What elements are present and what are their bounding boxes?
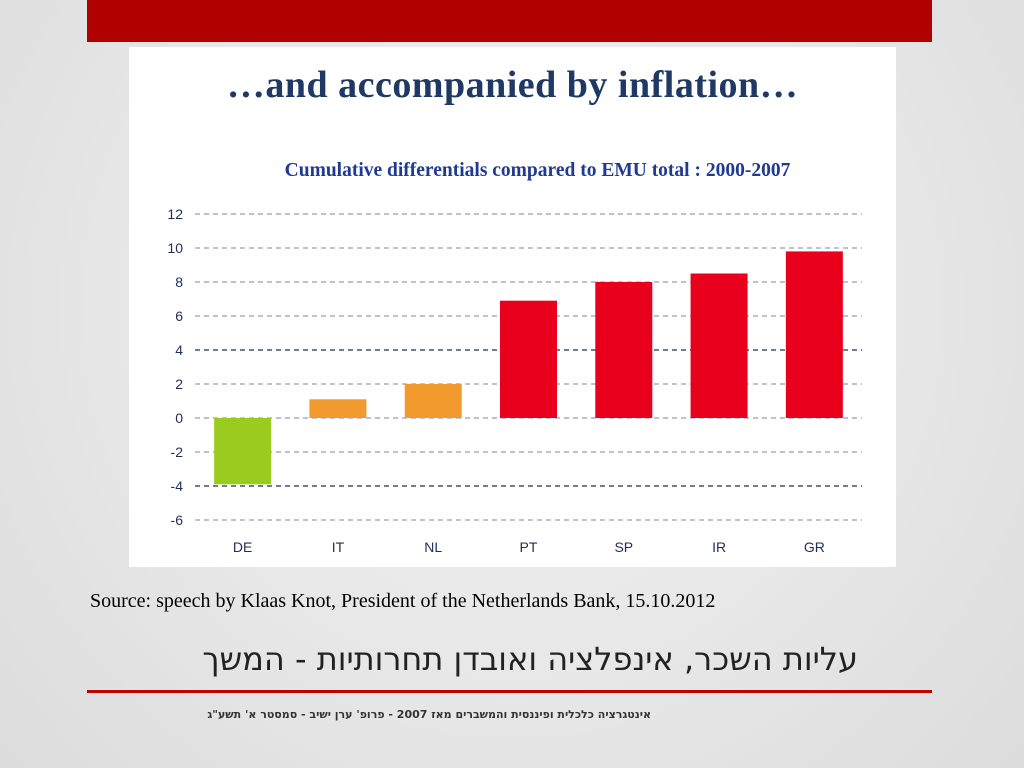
x-tick-label: SP <box>614 539 633 555</box>
y-axis-ticks: 12 10 8 6 4 2 0 -2 -4 -6 <box>167 206 183 528</box>
x-tick-label: NL <box>424 539 442 555</box>
bar-de <box>214 418 272 485</box>
bar-gr <box>785 251 843 418</box>
chart-panel: …and accompanied by inflation… Cumulativ… <box>129 47 896 567</box>
y-tick-label: 0 <box>175 410 183 426</box>
bars <box>214 251 843 485</box>
x-axis-ticks: DE IT NL PT SP IR GR <box>233 539 825 555</box>
bar-ir <box>690 273 748 418</box>
y-tick-label: 4 <box>175 342 183 358</box>
slide-heading: …and accompanied by inflation… <box>226 64 799 106</box>
bar-pt <box>500 300 557 418</box>
y-tick-label: 12 <box>167 206 183 222</box>
y-tick-label: 2 <box>175 376 183 392</box>
y-tick-label: -2 <box>171 444 184 460</box>
title-underline <box>87 690 932 693</box>
y-tick-label: -4 <box>171 478 184 494</box>
x-tick-label: PT <box>520 539 538 555</box>
top-accent-bar <box>87 0 932 42</box>
bar-sp <box>595 282 653 418</box>
y-tick-label: 6 <box>175 308 183 324</box>
x-tick-label: GR <box>804 539 825 555</box>
x-tick-label: DE <box>233 539 252 555</box>
y-tick-label: 10 <box>167 240 183 256</box>
chart-title: Cumulative differentials compared to EMU… <box>284 160 791 181</box>
x-tick-label: IR <box>712 539 726 555</box>
bar-chart: 12 10 8 6 4 2 0 -2 -4 -6 DE IT NL PT SP IR GR <box>167 206 862 555</box>
bar-it <box>309 399 367 418</box>
y-tick-label: 8 <box>175 274 183 290</box>
x-tick-label: IT <box>332 539 345 555</box>
footer-text: אינטגרציה כלכלית ופיננסית והמשברים מאז 2… <box>207 708 651 721</box>
slide-title: עליות השכר, אינפלציה ואובדן תחרותיות - ה… <box>202 640 858 678</box>
source-citation: Source: speech by Klaas Knot, President … <box>90 590 716 612</box>
y-tick-label: -6 <box>171 512 184 528</box>
bar-nl <box>404 384 462 418</box>
